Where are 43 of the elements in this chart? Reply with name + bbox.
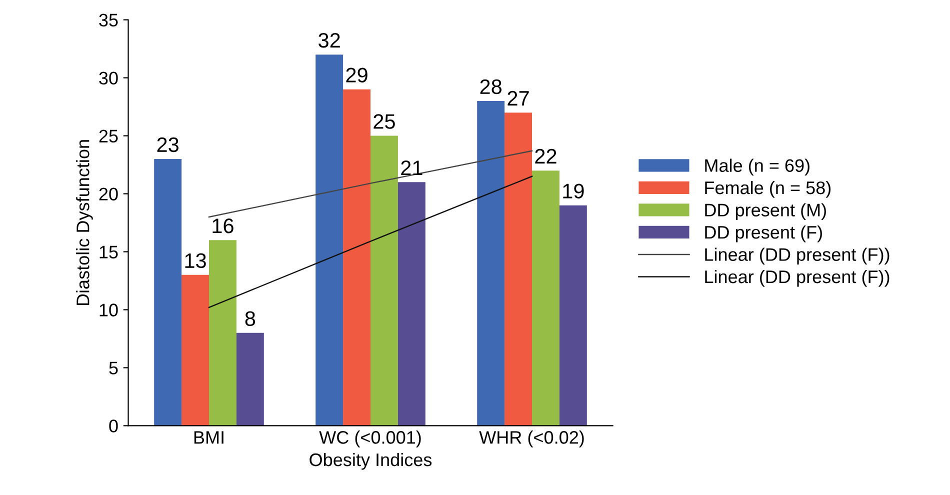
x-tick-label: WHR (<0.02) [479, 430, 584, 448]
bar [559, 205, 587, 426]
data-label: 16 [212, 218, 234, 234]
bar [182, 274, 209, 426]
bar [154, 158, 182, 426]
legend-label: DD present (F) [705, 225, 822, 242]
data-label: 22 [535, 148, 556, 164]
bar [236, 332, 264, 426]
x-tick-label: WC (<0.001) [319, 430, 421, 448]
bar [343, 89, 370, 426]
legend-label: Male (n = 69) [705, 158, 810, 176]
legend-label: Linear (DD present (F)) [705, 270, 890, 287]
y-tick-label: 35 [99, 14, 118, 27]
y-tick-label: 10 [100, 304, 118, 316]
bar [477, 100, 505, 426]
y-tick-label: 25 [99, 130, 118, 142]
legend-label: Linear (DD present (F)) [705, 248, 890, 265]
y-tick-label: 0 [109, 420, 118, 432]
y-tick-label: 20 [99, 188, 118, 200]
legend-label: DD present (M) [705, 203, 826, 220]
data-label: 8 [245, 311, 256, 326]
data-label: 25 [374, 114, 395, 129]
y-tick-label: 30 [99, 72, 118, 85]
bar [504, 112, 532, 426]
y-axis-title: Diastolic Dysfunction [76, 140, 93, 306]
y-tick-label: 15 [100, 246, 118, 258]
bar [398, 182, 426, 426]
data-label: 13 [185, 253, 206, 268]
data-label: 28 [480, 79, 502, 94]
data-label: 19 [563, 184, 584, 198]
data-label: 23 [157, 137, 178, 152]
data-label: 32 [318, 32, 340, 48]
legend-label: Female (n = 58) [705, 180, 831, 198]
bar [209, 240, 236, 426]
bar [370, 136, 398, 426]
data-label: 27 [508, 90, 529, 106]
x-axis-title: Obesity Indices [310, 452, 432, 470]
data-label: 29 [346, 68, 368, 82]
bar [316, 54, 344, 426]
y-tick-label: 5 [109, 362, 118, 374]
x-tick-label: BMI [194, 431, 224, 444]
bar [532, 170, 560, 426]
data-label: 21 [401, 160, 422, 176]
